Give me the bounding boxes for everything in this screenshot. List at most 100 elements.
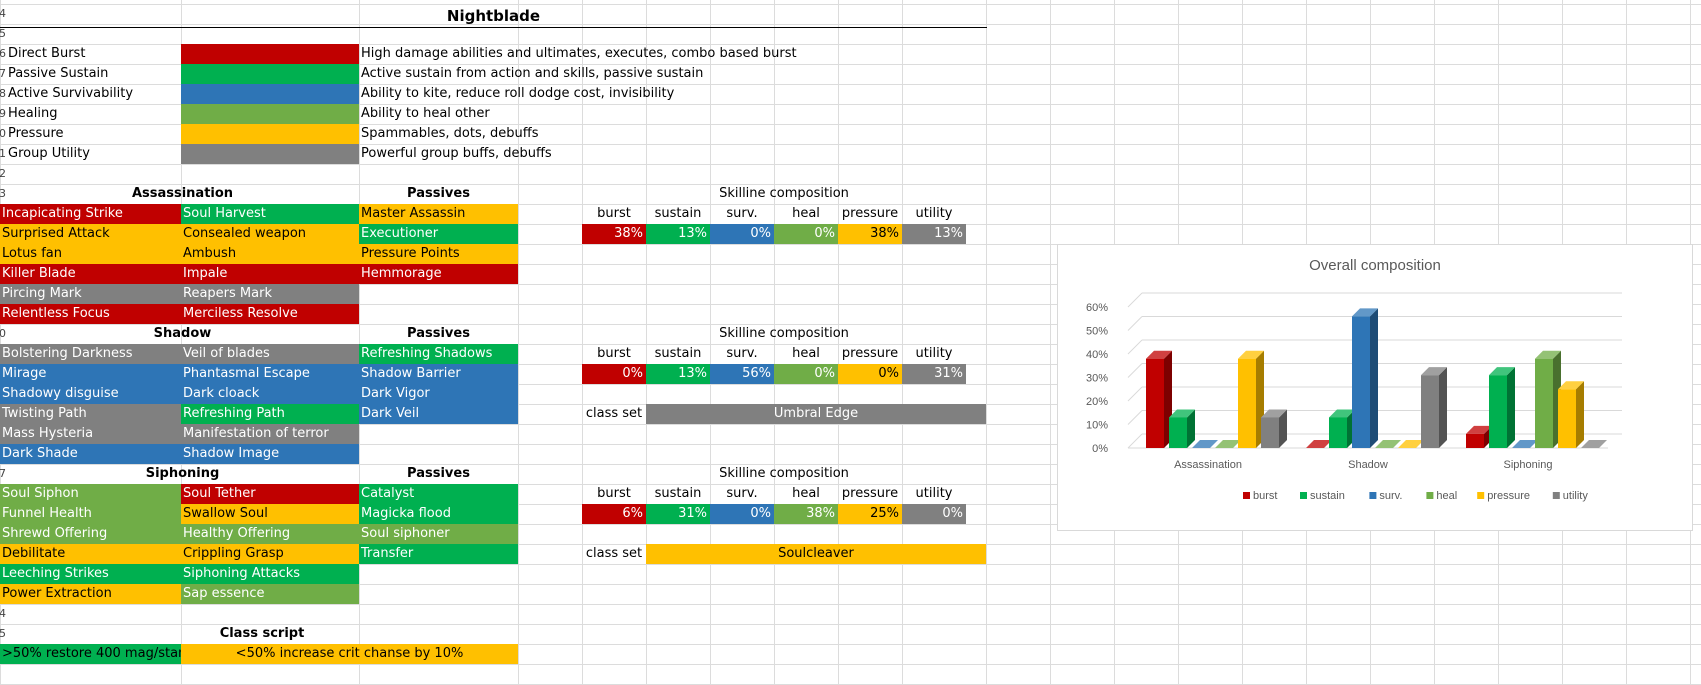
composition-column-label[interactable]: surv.	[726, 346, 758, 361]
legend-description[interactable]: Powerful group buffs, debuffs	[361, 146, 552, 161]
skill-cell[interactable]: Power Extraction	[0, 584, 181, 604]
row-number[interactable]: 8	[0, 87, 6, 100]
legend-description[interactable]: Active sustain from action and skills, p…	[361, 66, 704, 81]
passive-cell[interactable]: Pressure Points	[359, 244, 518, 264]
composition-column-label[interactable]: utility	[915, 346, 953, 361]
composition-percent[interactable]: 0%	[902, 504, 966, 524]
composition-percent[interactable]: 0%	[710, 504, 774, 524]
skill-cell[interactable]: Killer Blade	[0, 264, 181, 284]
composition-header[interactable]: Skilline composition	[719, 466, 849, 481]
legend-description[interactable]: Spammables, dots, debuffs	[361, 126, 539, 141]
passive-cell[interactable]: Shadow Barrier	[359, 364, 518, 384]
passives-header[interactable]: Passives	[407, 326, 470, 341]
passive-cell[interactable]: Dark Veil	[359, 404, 518, 424]
composition-percent[interactable]: 0%	[582, 364, 646, 384]
passive-cell[interactable]: Hemmorage	[359, 264, 518, 284]
sheet-title[interactable]: Nightblade	[0, 5, 987, 28]
class-set-value[interactable]: Soulcleaver	[646, 544, 986, 564]
legend-swatch[interactable]	[181, 84, 359, 104]
class-script-cell[interactable]: <50% increase crit chanse by 10%	[181, 644, 518, 664]
skill-cell[interactable]: Debilitate	[0, 544, 181, 564]
skill-cell[interactable]: Sap essence	[181, 584, 359, 604]
composition-column-label[interactable]: burst	[597, 346, 631, 361]
passive-cell[interactable]: Magicka flood	[359, 504, 518, 524]
skill-cell[interactable]: Dark cloack	[181, 384, 359, 404]
class-script-cell[interactable]: >50% restore 400 mag/stam	[0, 644, 181, 664]
skill-cell[interactable]: Mirage	[0, 364, 181, 384]
row-number[interactable]: 1	[0, 147, 6, 160]
legend-swatch[interactable]	[181, 104, 359, 124]
row-number[interactable]: 7	[0, 467, 6, 480]
composition-header[interactable]: Skilline composition	[719, 326, 849, 341]
composition-column-label[interactable]: heal	[792, 346, 820, 361]
composition-percent[interactable]: 13%	[646, 364, 710, 384]
legend-swatch[interactable]	[181, 124, 359, 144]
row-number[interactable]: 3	[0, 187, 6, 200]
legend-name[interactable]: Healing	[8, 106, 58, 121]
row-number[interactable]: 0	[0, 327, 6, 340]
skill-cell[interactable]: Leeching Strikes	[0, 564, 181, 584]
legend-name[interactable]: Pressure	[8, 126, 64, 141]
row-number[interactable]: 4	[0, 7, 6, 20]
skill-cell[interactable]: Refreshing Path	[181, 404, 359, 424]
legend-name[interactable]: Passive Sustain	[8, 66, 109, 81]
section-header[interactable]: Assassination	[131, 186, 234, 201]
passives-header[interactable]: Passives	[407, 186, 470, 201]
passives-header[interactable]: Passives	[407, 466, 470, 481]
skill-cell[interactable]: Shadow Image	[181, 444, 359, 464]
class-set-value[interactable]: Umbral Edge	[646, 404, 986, 424]
skill-cell[interactable]: Twisting Path	[0, 404, 181, 424]
skill-cell[interactable]: Mass Hysteria	[0, 424, 181, 444]
composition-percent[interactable]: 0%	[710, 224, 774, 244]
composition-percent[interactable]: 38%	[838, 224, 902, 244]
passive-cell[interactable]: Refreshing Shadows	[359, 344, 518, 364]
class-set-label[interactable]: class set	[585, 406, 643, 421]
composition-column-label[interactable]: burst	[597, 206, 631, 221]
skill-cell[interactable]: Funnel Health	[0, 504, 181, 524]
composition-percent[interactable]: 0%	[838, 364, 902, 384]
skill-cell[interactable]: Impale	[181, 264, 359, 284]
composition-column-label[interactable]: sustain	[654, 486, 702, 501]
composition-percent[interactable]: 13%	[902, 224, 966, 244]
section-header[interactable]: Siphoning	[145, 466, 220, 481]
composition-column-label[interactable]: heal	[792, 206, 820, 221]
section-header[interactable]: Shadow	[153, 326, 212, 341]
composition-percent[interactable]: 56%	[710, 364, 774, 384]
skill-cell[interactable]: Pircing Mark	[0, 284, 181, 304]
passive-cell[interactable]: Dark Vigor	[359, 384, 518, 404]
skill-cell[interactable]: Crippling Grasp	[181, 544, 359, 564]
skill-cell[interactable]: Ambush	[181, 244, 359, 264]
passive-cell[interactable]: Soul siphoner	[359, 524, 518, 544]
composition-column-label[interactable]: heal	[792, 486, 820, 501]
skill-cell[interactable]: Incapicating Strike	[0, 204, 181, 224]
skill-cell[interactable]: Soul Harvest	[181, 204, 359, 224]
passive-cell[interactable]: Transfer	[359, 544, 518, 564]
skill-cell[interactable]: Soul Tether	[181, 484, 359, 504]
composition-column-label[interactable]: surv.	[726, 486, 758, 501]
composition-percent[interactable]: 31%	[902, 364, 966, 384]
row-number[interactable]: 5	[0, 27, 6, 40]
passive-cell[interactable]: Master Assassin	[359, 204, 518, 224]
composition-column-label[interactable]: pressure	[841, 486, 899, 501]
composition-percent[interactable]: 38%	[582, 224, 646, 244]
row-number[interactable]: 9	[0, 107, 6, 120]
skill-cell[interactable]: Surprised Attack	[0, 224, 181, 244]
composition-percent[interactable]: 38%	[774, 504, 838, 524]
skill-cell[interactable]: Healthy Offering	[181, 524, 359, 544]
row-number[interactable]: 7	[0, 67, 6, 80]
row-number[interactable]: 2	[0, 167, 6, 180]
legend-swatch[interactable]	[181, 44, 359, 64]
skill-cell[interactable]: Dark Shade	[0, 444, 181, 464]
composition-percent[interactable]: 31%	[646, 504, 710, 524]
skill-cell[interactable]: Relentless Focus	[0, 304, 181, 324]
row-number[interactable]: 5	[0, 627, 6, 640]
composition-percent[interactable]: 25%	[838, 504, 902, 524]
legend-name[interactable]: Direct Burst	[8, 46, 86, 61]
composition-percent[interactable]: 13%	[646, 224, 710, 244]
skill-cell[interactable]: Bolstering Darkness	[0, 344, 181, 364]
passive-cell[interactable]: Executioner	[359, 224, 518, 244]
skill-cell[interactable]: Soul Siphon	[0, 484, 181, 504]
composition-column-label[interactable]: burst	[597, 486, 631, 501]
legend-swatch[interactable]	[181, 64, 359, 84]
composition-column-label[interactable]: pressure	[841, 206, 899, 221]
